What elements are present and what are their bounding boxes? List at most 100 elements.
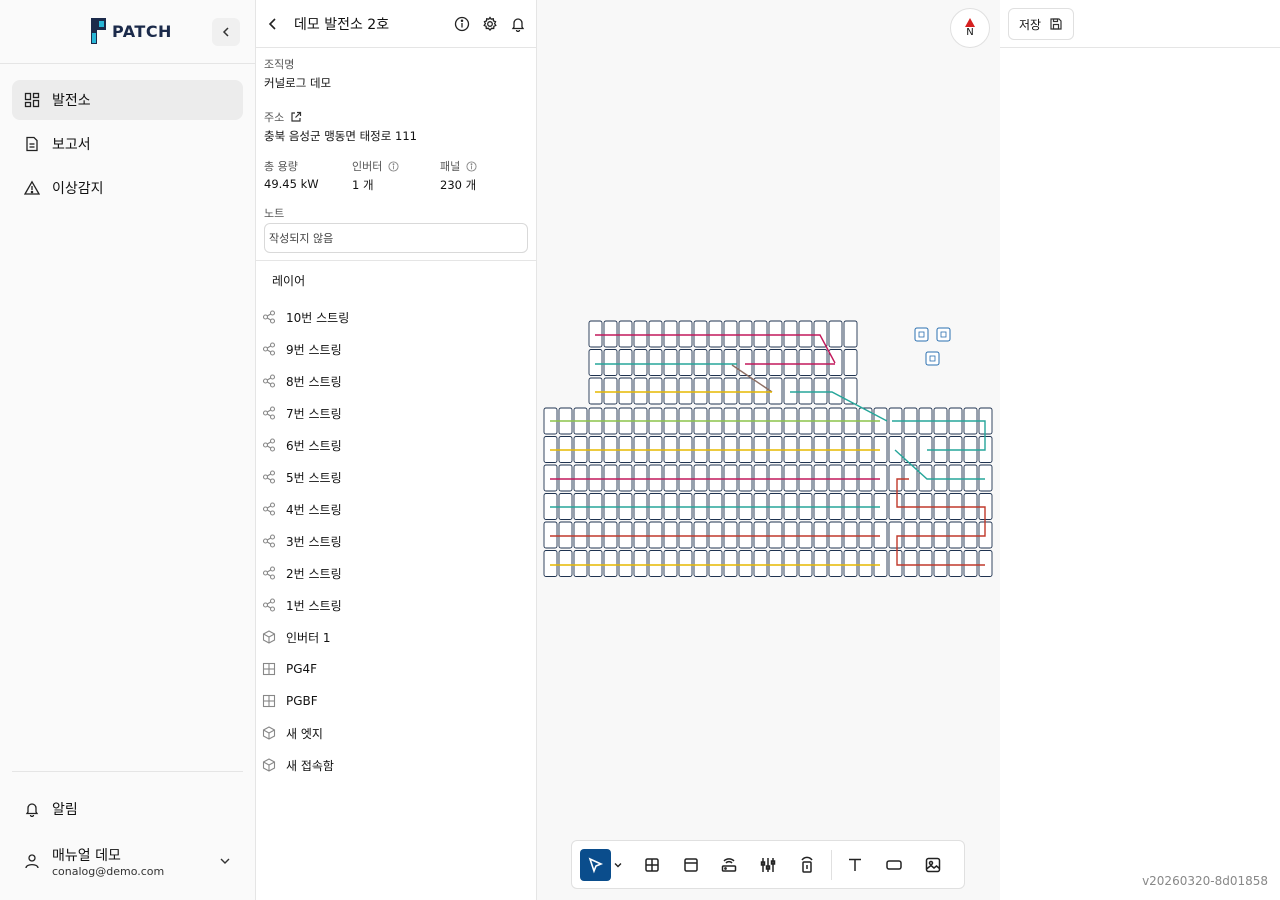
solar-panel[interactable] [858, 550, 873, 577]
layer-item[interactable]: 7번 스트링 [256, 397, 536, 429]
solar-panel[interactable] [693, 320, 708, 348]
solar-panel[interactable] [888, 550, 903, 577]
solar-panel[interactable] [753, 521, 768, 549]
solar-panel[interactable] [873, 550, 888, 577]
solar-panel[interactable] [828, 377, 843, 405]
solar-panel[interactable] [723, 464, 738, 492]
save-button[interactable]: 저장 [1008, 8, 1075, 40]
solar-panel[interactable] [678, 464, 693, 492]
solar-panel[interactable] [903, 521, 918, 549]
solar-panel[interactable] [813, 464, 828, 492]
solar-panel[interactable] [768, 349, 783, 376]
solar-panel[interactable] [588, 464, 603, 492]
layer-item[interactable]: 10번 스트링 [256, 301, 536, 333]
solar-panel[interactable] [648, 377, 663, 405]
solar-panel[interactable] [753, 464, 768, 492]
solar-panel[interactable] [753, 320, 768, 348]
solar-panel[interactable] [603, 521, 618, 549]
solar-panel[interactable] [813, 550, 828, 577]
solar-panel[interactable] [813, 521, 828, 549]
solar-panel[interactable] [753, 550, 768, 577]
solar-panel[interactable] [663, 464, 678, 492]
solar-panel[interactable] [558, 550, 573, 577]
solar-panel[interactable] [663, 349, 678, 376]
solar-panel[interactable] [768, 377, 783, 405]
solar-panel[interactable] [663, 521, 678, 549]
solar-panel[interactable] [978, 550, 993, 577]
solar-panel[interactable] [603, 464, 618, 492]
layer-item[interactable]: 5번 스트링 [256, 461, 536, 493]
string-wire[interactable] [892, 420, 986, 451]
solar-panel[interactable] [873, 521, 888, 549]
string-tool[interactable] [753, 849, 784, 881]
user-menu[interactable]: 매뉴얼 데모 conalog@demo.com [12, 841, 243, 881]
solar-panel[interactable] [753, 349, 768, 376]
solar-panel[interactable] [573, 521, 588, 549]
solar-panel[interactable] [573, 464, 588, 492]
solar-panel[interactable] [618, 521, 633, 549]
solar-panel[interactable] [843, 550, 858, 577]
solar-panel[interactable] [768, 464, 783, 492]
layer-item[interactable]: 인버터 1 [256, 621, 536, 653]
solar-panel[interactable] [738, 521, 753, 549]
solar-panel[interactable] [843, 377, 858, 405]
solar-panel[interactable] [663, 320, 678, 348]
solar-panel[interactable] [903, 436, 918, 463]
solar-panel[interactable] [693, 377, 708, 405]
solar-panel[interactable] [588, 320, 603, 348]
solar-panel[interactable] [633, 464, 648, 492]
solar-panel[interactable] [903, 464, 918, 492]
solar-panel[interactable] [843, 521, 858, 549]
layer-item[interactable]: 2번 스트링 [256, 557, 536, 589]
solar-panel[interactable] [603, 377, 618, 405]
solar-panel[interactable] [813, 377, 828, 405]
solar-panel[interactable] [933, 550, 948, 577]
solar-panel[interactable] [783, 550, 798, 577]
solar-panel[interactable] [963, 521, 978, 549]
text-tool[interactable] [840, 849, 871, 881]
solar-panel[interactable] [693, 464, 708, 492]
solar-panel[interactable] [543, 550, 558, 577]
solar-panel[interactable] [588, 521, 603, 549]
solar-panel[interactable] [978, 464, 993, 492]
solar-panel[interactable] [603, 349, 618, 376]
solar-panel[interactable] [768, 550, 783, 577]
solar-panel[interactable] [678, 550, 693, 577]
string-wire[interactable] [894, 449, 985, 480]
solar-panel[interactable] [678, 521, 693, 549]
solar-panel[interactable] [723, 550, 738, 577]
solar-panel[interactable] [783, 521, 798, 549]
solar-panel[interactable] [933, 464, 948, 492]
external-link-icon[interactable] [290, 111, 302, 123]
solar-panel[interactable] [828, 320, 843, 348]
solar-panel[interactable] [723, 521, 738, 549]
solar-panel[interactable] [783, 464, 798, 492]
solar-panel[interactable] [633, 349, 648, 376]
collapse-sidebar-button[interactable] [212, 18, 240, 46]
layer-item[interactable]: 9번 스트링 [256, 333, 536, 365]
solar-panel[interactable] [768, 320, 783, 348]
solar-panel[interactable] [618, 464, 633, 492]
image-tool[interactable] [917, 849, 948, 881]
solar-panel[interactable] [693, 550, 708, 577]
select-tool-dropdown[interactable] [613, 849, 625, 881]
solar-panel[interactable] [798, 521, 813, 549]
solar-panel[interactable] [948, 550, 963, 577]
solar-panel[interactable] [663, 377, 678, 405]
solar-panel[interactable] [708, 349, 723, 376]
solar-panel[interactable] [648, 349, 663, 376]
solar-panel[interactable] [648, 550, 663, 577]
solar-panel[interactable] [723, 377, 738, 405]
solar-panel[interactable] [888, 521, 903, 549]
solar-panel[interactable] [633, 320, 648, 348]
solar-panel[interactable] [798, 550, 813, 577]
rectangle-tool[interactable] [878, 849, 909, 881]
solar-panel[interactable] [798, 320, 813, 348]
solar-panel[interactable] [723, 349, 738, 376]
nav-item-plants[interactable]: 발전소 [12, 80, 243, 120]
solar-panel[interactable] [858, 464, 873, 492]
solar-panel[interactable] [693, 521, 708, 549]
solar-panel[interactable] [633, 521, 648, 549]
note-field[interactable]: 작성되지 않음 [264, 223, 528, 253]
layer-item[interactable]: 새 엣지 [256, 717, 536, 749]
